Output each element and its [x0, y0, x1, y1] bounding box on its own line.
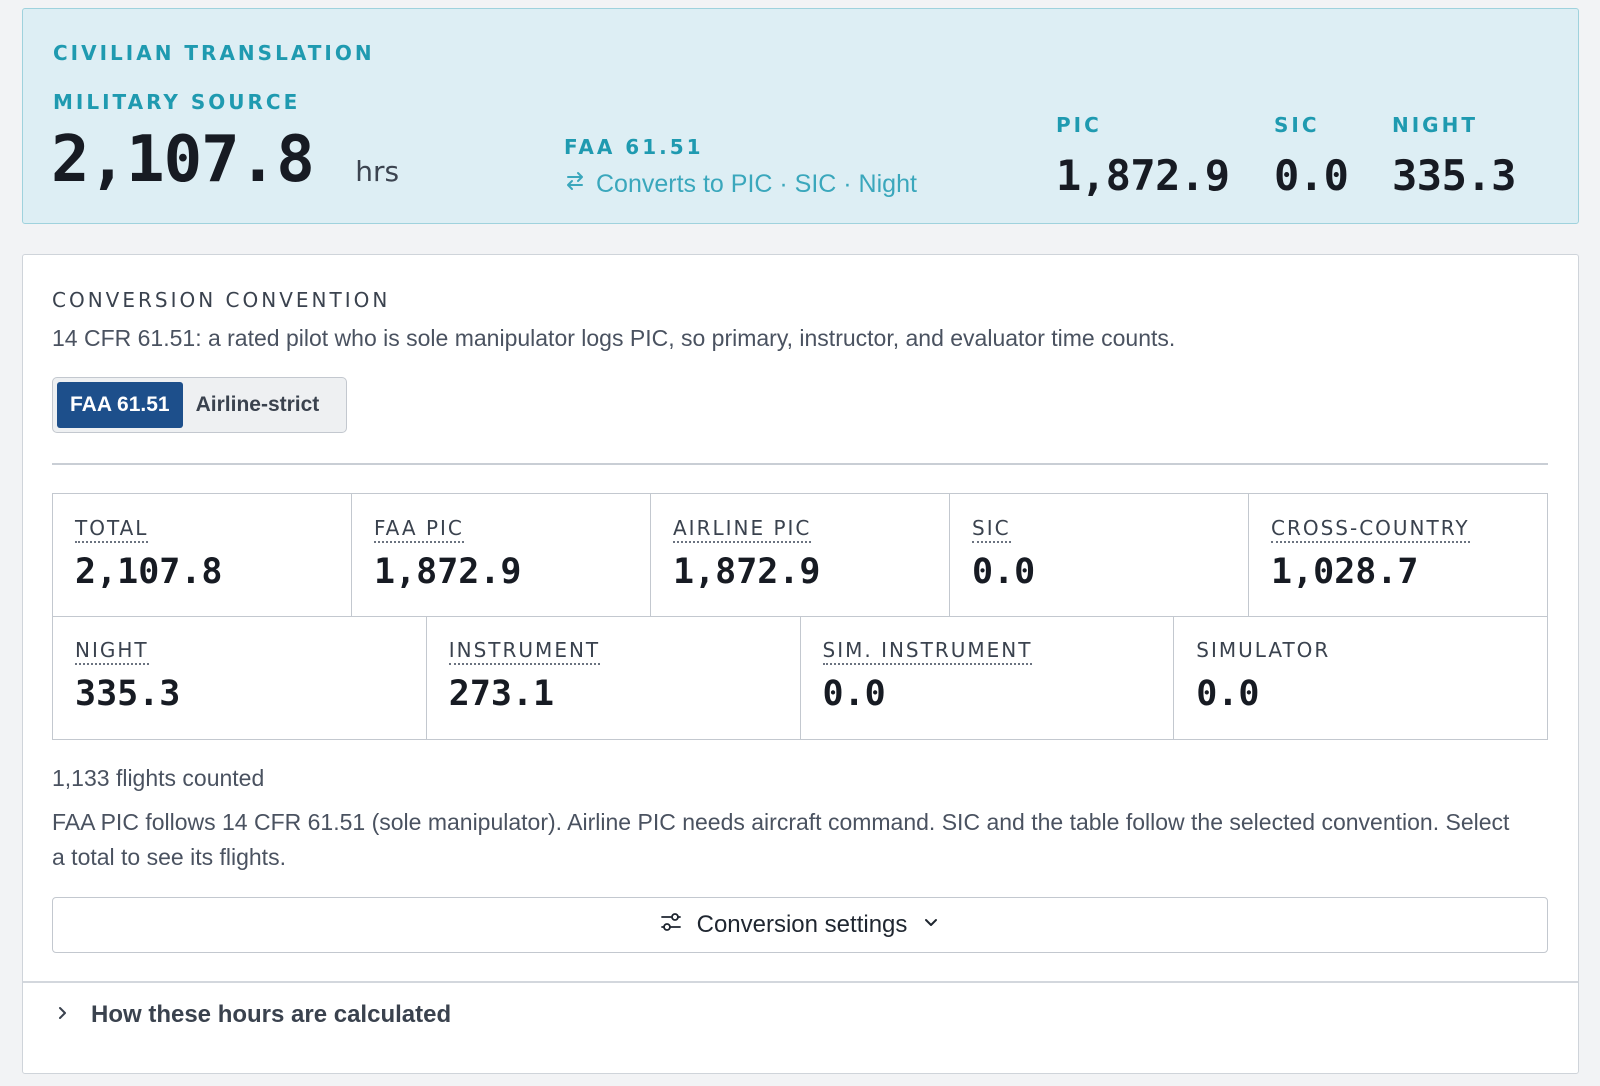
total-value: 1,028.7	[1271, 552, 1419, 592]
total-value: 0.0	[822, 674, 886, 714]
total-cell-total[interactable]: TOTAL 2,107.8	[53, 494, 352, 616]
banner-stat-value: 335.3	[1392, 151, 1516, 200]
converts-line: Converts to PIC · SIC · Night	[564, 170, 917, 199]
conversion-convention-title: CONVERSION CONVENTION	[52, 288, 391, 312]
total-cell-sic[interactable]: SIC 0.0	[950, 494, 1249, 616]
total-value: 335.3	[75, 674, 181, 714]
total-cell-airline-pic[interactable]: AIRLINE PIC 1,872.9	[651, 494, 950, 616]
total-cell-instrument[interactable]: INSTRUMENT 273.1	[427, 616, 801, 739]
how-hours-calculated-label: How these hours are calculated	[91, 1001, 452, 1028]
total-label: TOTAL	[75, 516, 149, 543]
option-airline-strict[interactable]: Airline-strict	[195, 393, 320, 416]
total-label: AIRLINE PIC	[673, 516, 812, 543]
total-value: 1,872.9	[673, 552, 821, 592]
banner-stat-label: SIC	[1274, 113, 1320, 137]
convention-segmented-control: FAA 61.51 Airline-strict	[52, 377, 347, 433]
total-cell-sim-instrument[interactable]: SIM. INSTRUMENT 0.0	[801, 616, 1175, 739]
total-cell-cross-country[interactable]: CROSS-COUNTRY 1,028.7	[1249, 494, 1547, 616]
total-label: SIM. INSTRUMENT	[822, 638, 1033, 665]
banner-stat-label: NIGHT	[1392, 113, 1478, 137]
how-hours-calculated-toggle[interactable]: How these hours are calculated	[53, 1001, 451, 1029]
conversion-convention-description: 14 CFR 61.51: a rated pilot who is sole …	[52, 325, 1176, 351]
totals-row-2: NIGHT 335.3 INSTRUMENT 273.1 SIM. INSTRU…	[52, 616, 1548, 740]
total-label: FAA PIC	[374, 516, 464, 543]
total-label: NIGHT	[75, 638, 149, 665]
total-label: SIMULATOR	[1196, 638, 1331, 662]
divider	[52, 463, 1548, 465]
chevron-right-icon	[53, 1001, 71, 1029]
conversion-note: FAA PIC follows 14 CFR 61.51 (sole manip…	[52, 809, 1510, 870]
total-value: 0.0	[1196, 674, 1260, 714]
total-label: INSTRUMENT	[448, 638, 601, 665]
flights-counted: 1,133 flights counted	[52, 765, 265, 791]
conversion-settings-label: Conversion settings	[696, 911, 908, 938]
totals-row-1: TOTAL 2,107.8 FAA PIC 1,872.9 AIRLINE PI…	[52, 493, 1548, 617]
total-cell-simulator[interactable]: SIMULATOR 0.0	[1174, 616, 1547, 739]
civilian-translation-banner: CIVILIAN TRANSLATION MILITARY SOURCE 2,1…	[22, 8, 1579, 224]
banner-stat-value: 1,872.9	[1056, 151, 1230, 200]
total-value: 2,107.8	[75, 552, 223, 592]
total-label: SIC	[972, 516, 1011, 543]
total-value: 273.1	[448, 674, 555, 714]
sliders-icon	[659, 910, 683, 941]
military-source-value: 2,107.8	[51, 123, 315, 197]
swap-arrows-icon	[564, 170, 586, 199]
section-separator	[23, 981, 1578, 983]
chevron-down-icon	[921, 911, 941, 939]
banner-stat-label: PIC	[1056, 113, 1102, 137]
military-source-label: MILITARY SOURCE	[53, 90, 301, 114]
total-cell-night[interactable]: NIGHT 335.3	[53, 616, 427, 739]
convention-label: FAA 61.51	[564, 135, 704, 159]
total-label: CROSS-COUNTRY	[1271, 516, 1470, 543]
banner-stat-night: NIGHT 335.3	[1392, 113, 1516, 200]
total-value: 0.0	[972, 552, 1036, 592]
banner-stat-pic: PIC 1,872.9	[1056, 113, 1230, 200]
total-value: 1,872.9	[374, 552, 522, 592]
banner-title: CIVILIAN TRANSLATION	[53, 41, 375, 65]
conversion-card: CONVERSION CONVENTION 14 CFR 61.51: a ra…	[22, 254, 1579, 1074]
converts-text: Converts to PIC · SIC · Night	[596, 170, 917, 198]
military-source-hours: 2,107.8 hrs	[51, 123, 399, 197]
option-faa-61-51[interactable]: FAA 61.51	[57, 382, 183, 428]
conversion-settings-button[interactable]: Conversion settings	[52, 897, 1548, 953]
banner-stat-value: 0.0	[1274, 151, 1349, 200]
banner-stat-sic: SIC 0.0	[1274, 113, 1349, 200]
hours-unit: hrs	[355, 155, 400, 188]
total-cell-faa-pic[interactable]: FAA PIC 1,872.9	[352, 494, 651, 616]
